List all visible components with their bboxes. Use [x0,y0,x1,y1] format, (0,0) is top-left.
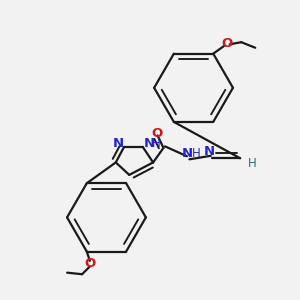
Text: O: O [151,127,162,140]
Text: H: H [192,147,201,160]
Text: H: H [152,137,161,150]
Text: H: H [248,158,256,170]
Text: O: O [222,37,233,50]
Text: N: N [112,137,123,150]
Text: O: O [84,257,95,270]
Text: N: N [204,145,215,158]
Text: N: N [181,147,193,160]
Text: N: N [143,137,155,150]
